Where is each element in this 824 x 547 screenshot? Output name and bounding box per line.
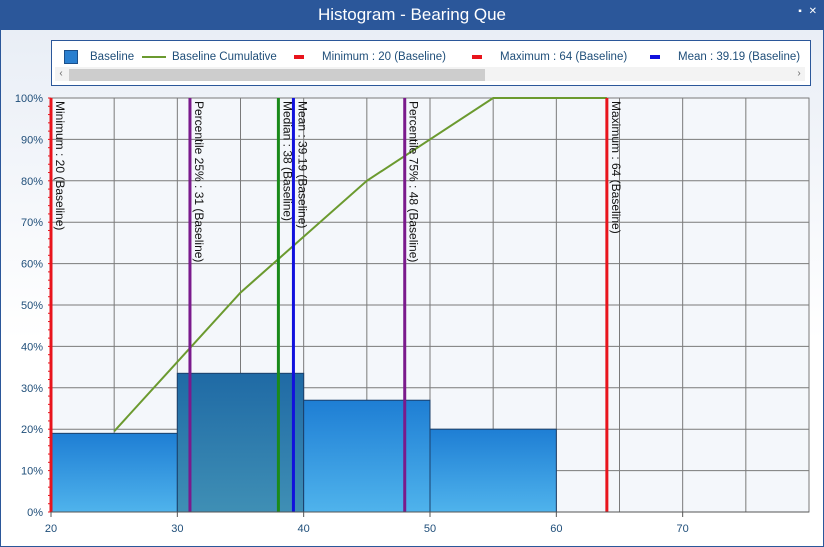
y-tick-label: 30% — [21, 383, 43, 395]
legend-label: Baseline Cumulative — [172, 51, 277, 63]
legend-row: Baseline Baseline Cumulative Minimum : 2… — [52, 49, 810, 65]
legend-swatch-dash-icon — [294, 55, 304, 59]
title-bar: Histogram - Bearing Que ▪ ✕ — [1, 1, 823, 30]
legend-swatch-line-icon — [142, 56, 166, 58]
y-tick-label: 70% — [21, 217, 43, 229]
y-tick-label: 100% — [15, 93, 43, 105]
legend-label: Mean : 39.19 (Baseline) — [678, 51, 801, 63]
reference-line-label: Mean : 39.19 (Baseline) — [295, 101, 309, 228]
window-title: Histogram - Bearing Que — [317, 5, 507, 24]
legend-swatch-box-icon — [64, 50, 78, 64]
x-tick-label: 30 — [171, 523, 183, 535]
legend-label: Minimum : 20 (Baseline) — [322, 51, 446, 63]
scroll-thumb[interactable] — [69, 69, 485, 81]
x-tick-label: 50 — [424, 523, 436, 535]
legend: Baseline Baseline Cumulative Minimum : 2… — [51, 40, 811, 86]
reference-line-label: Maximum : 64 (Baseline) — [609, 101, 623, 234]
y-tick-label: 50% — [21, 300, 43, 312]
y-tick-label: 60% — [21, 259, 43, 271]
reference-line-label: Percentile 75% : 48 (Baseline) — [407, 101, 421, 262]
histogram-bar — [50, 432, 178, 513]
y-tick-label: 40% — [21, 341, 43, 353]
y-tick-label: 90% — [21, 134, 43, 146]
histogram-bar — [303, 399, 431, 513]
cumulative-line — [113, 97, 607, 432]
restore-icon[interactable]: ▪ — [798, 6, 802, 17]
legend-scrollbar[interactable]: ‹ › — [55, 67, 805, 81]
legend-swatch-dash-icon — [472, 55, 482, 59]
x-tick-label: 40 — [298, 523, 310, 535]
y-tick-label: 20% — [21, 424, 43, 436]
legend-label: Baseline — [90, 51, 135, 63]
scroll-right-icon[interactable]: › — [797, 68, 801, 79]
x-tick-label: 60 — [550, 523, 562, 535]
y-tick-label: 10% — [21, 466, 43, 478]
close-icon[interactable]: ✕ — [808, 6, 817, 17]
reference-line-label: Median : 38 (Baseline) — [280, 101, 294, 221]
y-tick-label: 80% — [21, 176, 43, 188]
histogram-bar — [176, 372, 305, 513]
reference-line-label: Percentile 25% : 31 (Baseline) — [192, 101, 206, 262]
y-tick-label: 0% — [27, 507, 43, 519]
x-tick-label: 70 — [677, 523, 689, 535]
reference-line-label: Minimum : 20 (Baseline) — [53, 101, 67, 230]
scroll-left-icon[interactable]: ‹ — [59, 68, 63, 79]
window-buttons: ▪ ✕ — [794, 6, 817, 17]
legend-swatch-dash-icon — [650, 55, 660, 59]
histogram-bar — [429, 428, 557, 513]
x-tick-label: 20 — [45, 523, 57, 535]
legend-label: Maximum : 64 (Baseline) — [500, 51, 628, 63]
